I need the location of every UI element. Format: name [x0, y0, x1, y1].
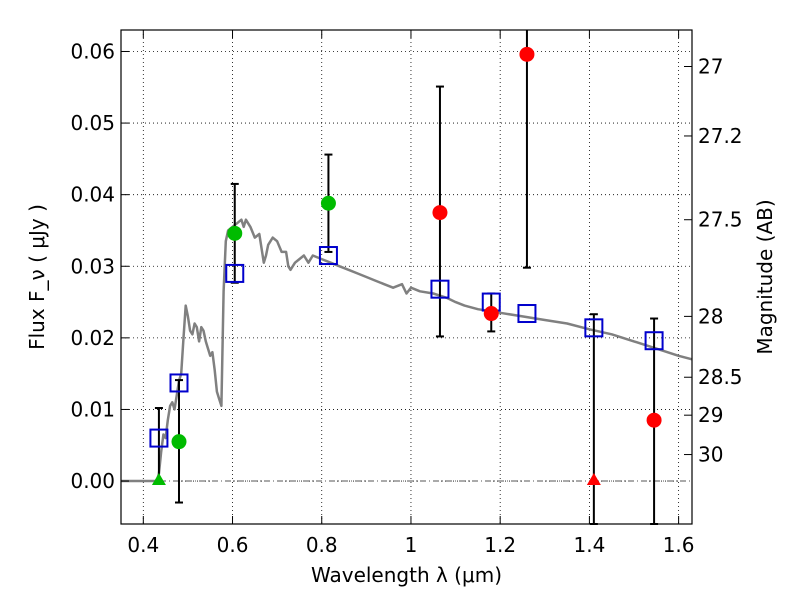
- y-axis-label: Flux F_ν ( μJy ): [25, 204, 49, 350]
- right-tick-label: 30: [698, 443, 723, 467]
- errorbar-layer: [154, 30, 659, 525]
- model-photometry-square: [644, 331, 664, 351]
- y-tick-label: 0.04: [70, 183, 115, 207]
- right-tick-label: 28: [698, 304, 723, 328]
- right-tick-label: 27.2: [698, 124, 743, 148]
- model-photometry-layer: [149, 246, 664, 448]
- x-tick-label: 0.6: [217, 533, 249, 557]
- x-tick-labels: 0.4 0.6 0.8 1 1.2 1.4 1.6: [127, 533, 694, 557]
- x-tick-label: 1: [405, 533, 418, 557]
- model-photometry-square: [149, 428, 169, 448]
- x-tick-label: 0.4: [127, 533, 159, 557]
- right-tick-label: 29: [698, 403, 723, 427]
- model-photometry-square: [517, 304, 537, 324]
- plot-frame: [120, 29, 693, 525]
- right-tick-label: 27.5: [698, 208, 743, 232]
- observed-flux-point: [227, 225, 243, 241]
- model-photometry-square: [225, 263, 245, 283]
- observed-flux-point: [171, 434, 187, 450]
- x-tick-label: 1.4: [573, 533, 605, 557]
- upper-limit-triangle: [586, 473, 601, 486]
- y-tick-label: 0.05: [70, 111, 115, 135]
- observed-flux-point: [320, 195, 336, 211]
- observed-photometry-layer: [151, 46, 662, 486]
- observed-flux-point: [432, 205, 448, 221]
- right-tick-label: 27: [698, 55, 723, 79]
- upper-limit-triangle: [151, 473, 166, 486]
- y-tick-label: 0.00: [70, 469, 115, 493]
- observed-flux-point: [519, 46, 535, 62]
- right-tick-labels: 27 27.2 27.5 28 28.5 29 30: [698, 55, 743, 467]
- x-axis-label: Wavelength λ (μm): [311, 563, 502, 587]
- right-tick-label: 28.5: [698, 365, 743, 389]
- x-tick-label: 1.2: [484, 533, 516, 557]
- right-axis-label: Magnitude (AB): [753, 199, 777, 354]
- y-tick-label: 0.03: [70, 254, 115, 278]
- model-photometry-square: [318, 246, 338, 266]
- x-tick-label: 1.6: [663, 533, 695, 557]
- grid-lines: [121, 30, 692, 524]
- y-tick-label: 0.01: [70, 397, 115, 421]
- model-spectrum-line: [121, 218, 693, 483]
- observed-flux-point: [646, 412, 662, 428]
- y-tick-label: 0.06: [70, 39, 115, 63]
- model-photometry-square: [430, 279, 450, 299]
- y-tick-labels: 0.00 0.01 0.02 0.03 0.04 0.05 0.06: [70, 39, 115, 493]
- tick-marks: [121, 30, 692, 524]
- model-photometry-square: [169, 373, 189, 393]
- x-tick-label: 0.8: [306, 533, 338, 557]
- observed-flux-point: [483, 306, 499, 322]
- model-photometry-square: [584, 318, 604, 338]
- y-tick-label: 0.02: [70, 326, 115, 350]
- model-spectrum-layer: [121, 218, 693, 483]
